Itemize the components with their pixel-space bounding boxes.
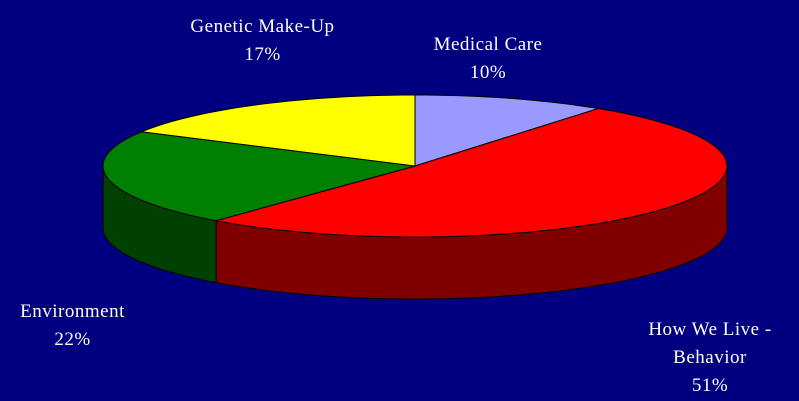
category-label: How We Live - Behavior: [648, 319, 772, 368]
category-label: Genetic Make-Up: [190, 16, 335, 37]
slice: [215, 108, 728, 238]
value-label: 10%: [469, 62, 507, 83]
value-label: 17%: [244, 44, 281, 65]
value-label: 51%: [691, 375, 729, 396]
category-label: Environment: [20, 301, 125, 322]
slice-label: How We Live - Behavior 51%: [610, 316, 799, 400]
slice: [414, 94, 599, 167]
slice-label: Genetic Make-Up 17%: [170, 13, 355, 69]
slice: [139, 94, 416, 167]
slice-label: Medical Care 10%: [398, 31, 578, 87]
value-label: 22%: [54, 329, 91, 350]
slice: [102, 131, 416, 222]
slice-label: Environment 22%: [0, 298, 145, 354]
category-label: Medical Care: [433, 34, 543, 55]
